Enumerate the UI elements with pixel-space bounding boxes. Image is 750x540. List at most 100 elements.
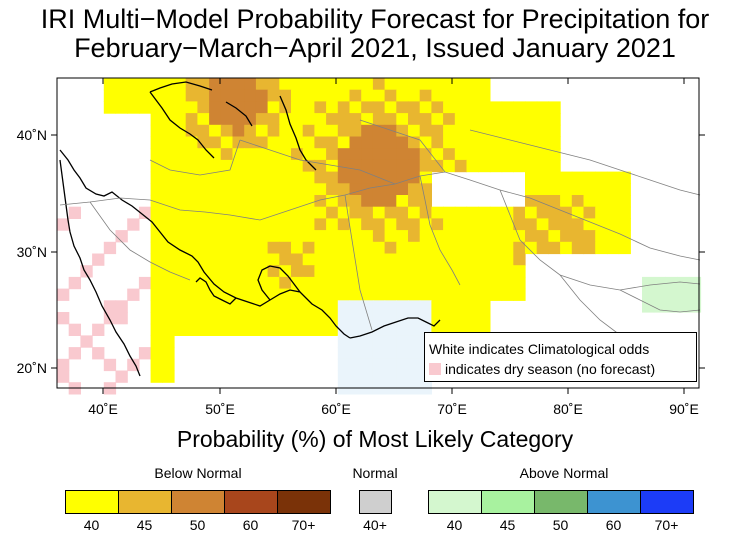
map-cell: [337, 230, 351, 243]
map-cell: [279, 195, 292, 208]
map-cell: [337, 312, 351, 325]
map-cell: [209, 195, 222, 208]
map-cell: [642, 300, 655, 313]
map-cell: [337, 241, 351, 255]
map-cell: [162, 312, 175, 325]
map-cell: [185, 218, 198, 231]
map-cell: [419, 300, 432, 313]
map-cell: [408, 323, 421, 336]
map-cell: [209, 241, 222, 255]
map-cell: [548, 113, 561, 126]
map-cell: [244, 101, 257, 114]
map-cell: [396, 113, 409, 126]
map-cell: [244, 113, 257, 126]
map-cell: [489, 288, 503, 301]
map-cell: [314, 276, 327, 290]
map-cell: [454, 113, 468, 126]
map-cell: [349, 323, 362, 336]
map-cell: [291, 113, 304, 126]
map-cell: [384, 347, 397, 360]
map-cell: [138, 101, 152, 114]
map-cell: [279, 288, 292, 301]
map-cell: [68, 206, 81, 219]
map-cell: [244, 218, 257, 231]
map-cell: [220, 195, 234, 208]
map-cell: [337, 101, 351, 114]
map-cell: [185, 195, 198, 208]
map-cell: [478, 159, 491, 173]
map-cell: [337, 136, 351, 149]
map-cell: [185, 136, 198, 149]
map-cell: [302, 148, 315, 161]
map-cell: [115, 101, 128, 114]
map-cell: [431, 253, 444, 266]
map-cell: [408, 300, 421, 313]
map-cell: [255, 101, 269, 114]
above-normal-tick: 45: [499, 517, 516, 533]
map-cell: [466, 265, 479, 278]
map-cell: [279, 159, 292, 173]
map-cell: [349, 195, 362, 208]
map-cell: [513, 253, 526, 266]
below-normal-label: Below Normal: [154, 465, 242, 481]
map-cell: [454, 265, 468, 278]
map-cell: [396, 323, 409, 336]
map-cell: [314, 101, 327, 114]
map-cell: [419, 241, 432, 255]
map-cell: [162, 323, 175, 336]
map-cell: [209, 218, 222, 231]
map-cell: [232, 159, 245, 173]
map-cell: [384, 101, 397, 114]
map-cell: [326, 136, 339, 149]
map-cell: [220, 171, 234, 184]
map-cell: [384, 300, 397, 313]
map-cell: [244, 89, 257, 102]
map-cell: [419, 159, 432, 173]
map-cell: [501, 148, 514, 161]
map-cell: [314, 241, 327, 255]
map-cell: [57, 370, 70, 383]
map-cell: [326, 113, 339, 126]
map-cell: [548, 101, 561, 114]
map-cell: [291, 171, 304, 184]
map-cell: [80, 265, 93, 278]
map-cell: [115, 370, 128, 383]
map-cell: [185, 148, 198, 161]
map-cell: [606, 241, 620, 255]
map-cell: [372, 113, 386, 126]
map-cell: [489, 136, 503, 149]
map-cell: [443, 136, 456, 149]
map-cell: [431, 124, 444, 138]
map-cell: [548, 183, 561, 196]
map-cell: [314, 230, 327, 243]
map-cell: [314, 265, 327, 278]
map-cell: [466, 241, 479, 255]
dry-season-swatch: [429, 363, 441, 375]
map-cell: [244, 312, 257, 325]
map-cell: [372, 288, 386, 301]
map-cell: [150, 171, 163, 184]
map-cell: [302, 124, 315, 138]
map-cell: [595, 241, 608, 255]
map-cell: [513, 113, 526, 126]
map-cell: [513, 206, 526, 219]
map-cell: [314, 171, 327, 184]
map-cell: [454, 253, 468, 266]
map-cell: [349, 370, 362, 383]
map-cell: [419, 124, 432, 138]
map-cell: [349, 136, 362, 149]
map-cell: [291, 218, 304, 231]
map-cell: [349, 230, 362, 243]
map-cell: [431, 288, 444, 301]
above-normal-swatch: [640, 490, 694, 514]
map-cell: [232, 136, 245, 149]
map-cell: [279, 89, 292, 102]
below-normal-tick: 40: [83, 517, 100, 533]
map-cell: [384, 335, 397, 348]
lon-label: 50˚E: [205, 401, 235, 417]
map-cell: [396, 265, 409, 278]
map-cell: [384, 78, 397, 91]
map-cell: [244, 124, 257, 138]
map-cell: [244, 183, 257, 196]
map-cell: [466, 218, 479, 231]
